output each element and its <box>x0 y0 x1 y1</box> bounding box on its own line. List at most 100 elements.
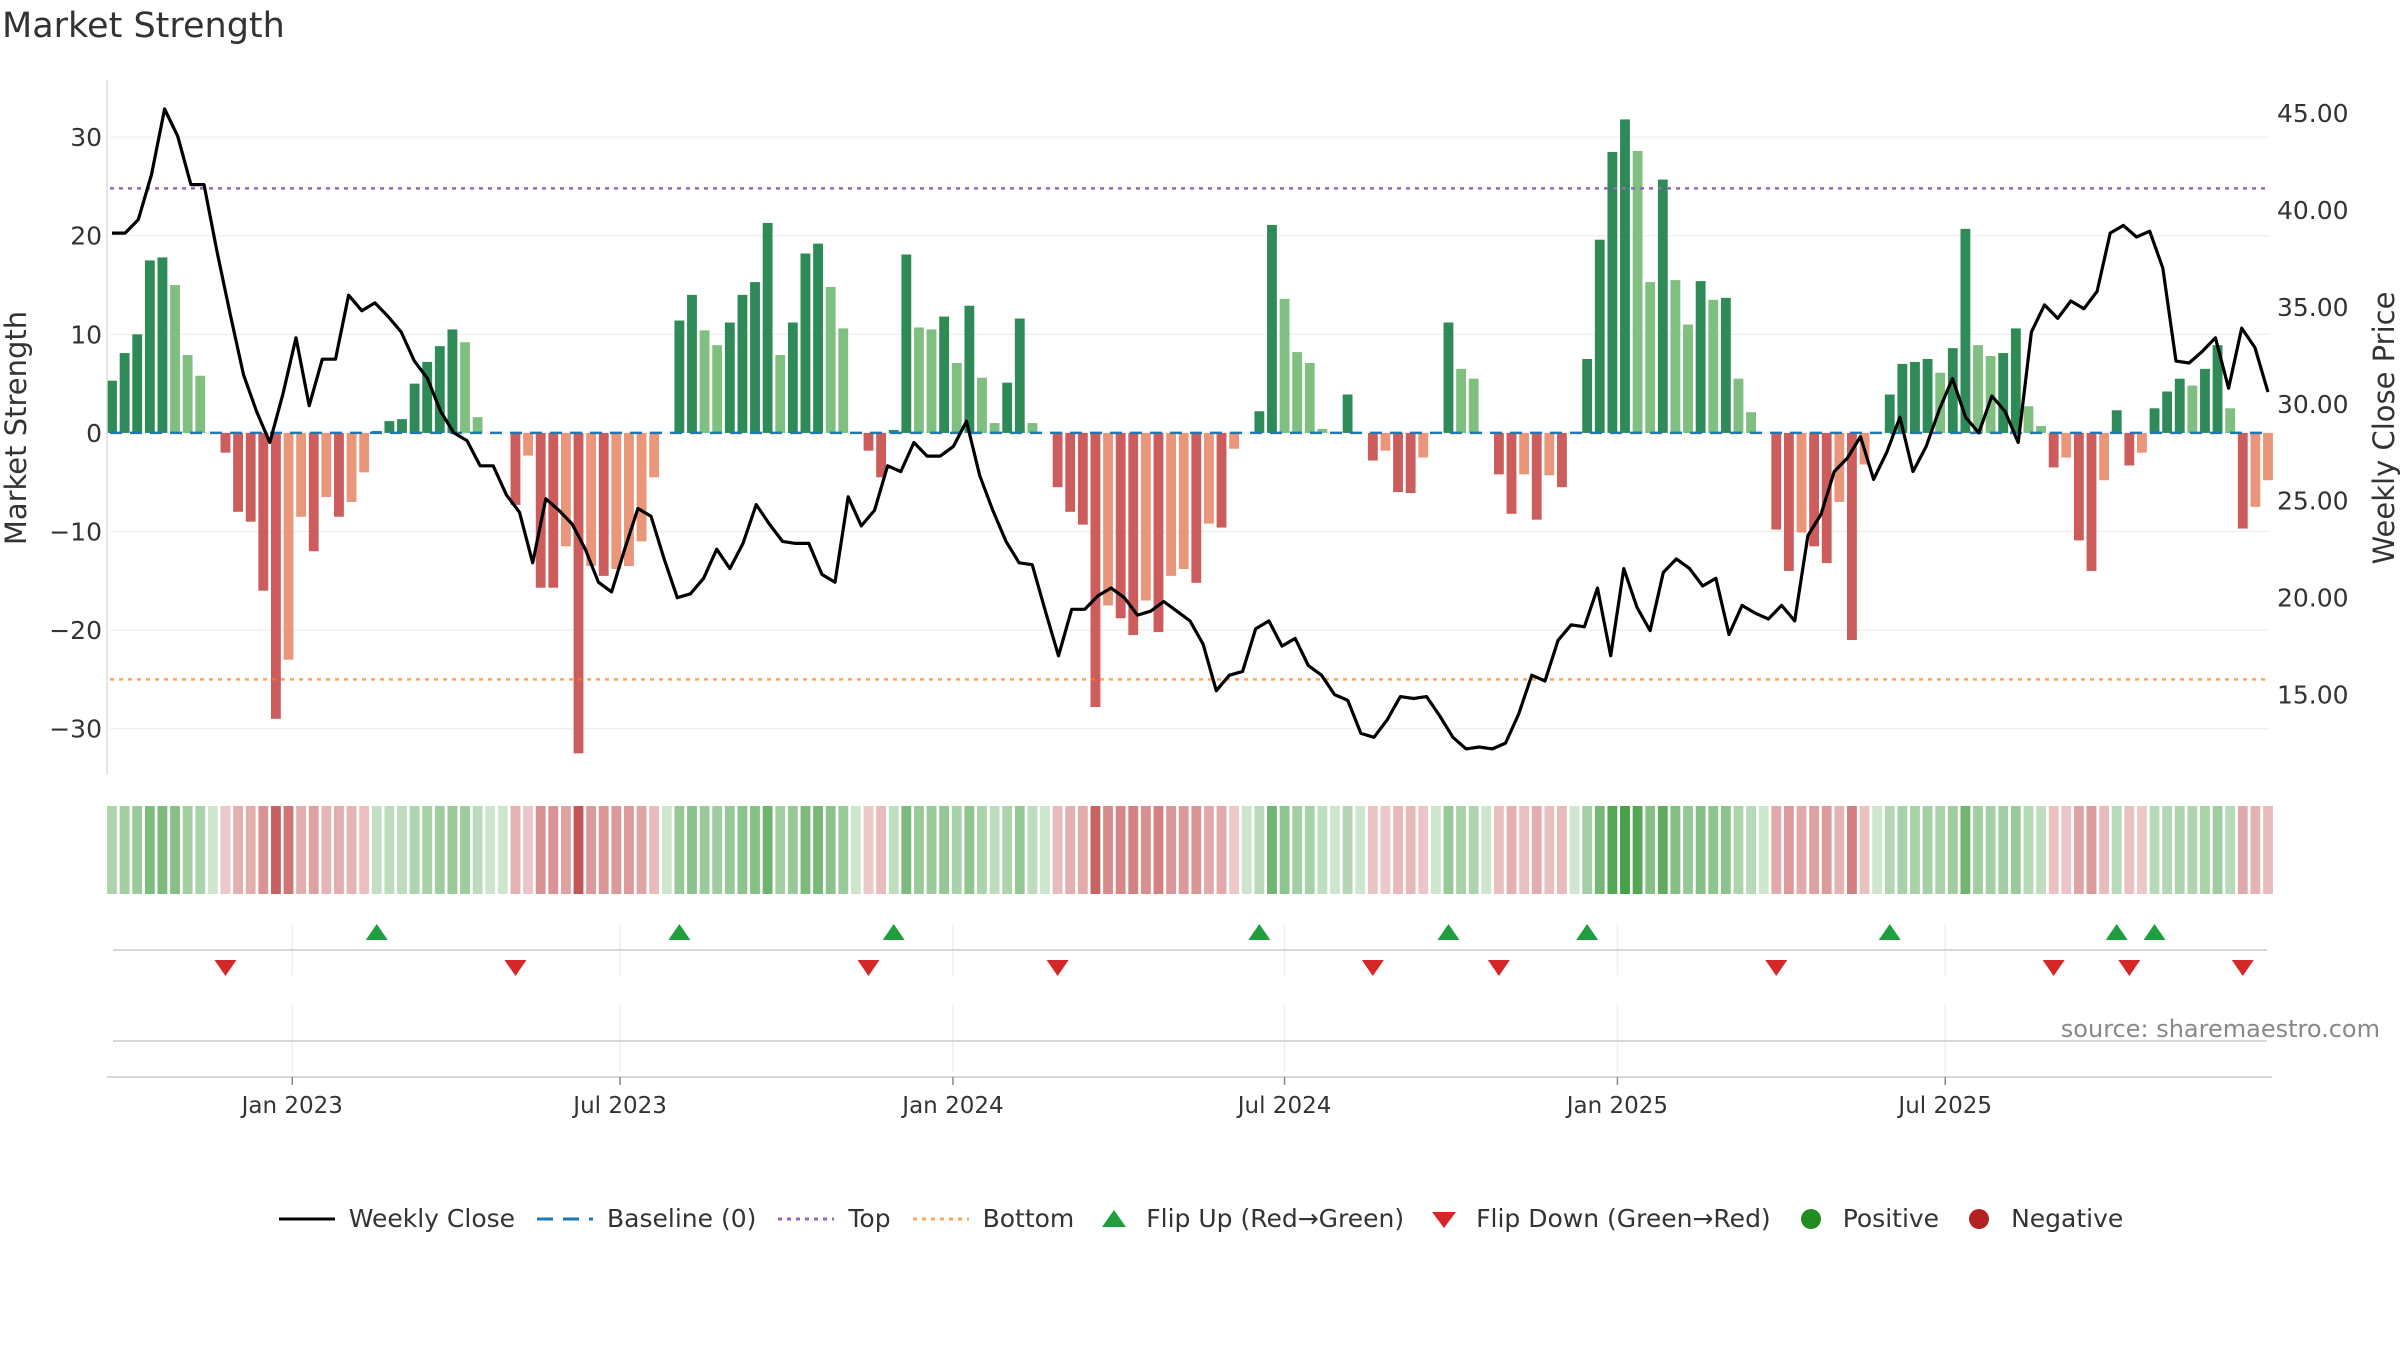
flip-down-marker <box>1487 960 1510 976</box>
strength-bar <box>1367 432 1378 461</box>
strength-bar <box>1443 322 1454 433</box>
heat-cell <box>409 806 420 894</box>
heat-cell <box>2086 806 2097 894</box>
y2-tick-label: 25.00 <box>2277 487 2349 516</box>
strength-bar <box>1342 394 1353 433</box>
strength-bar <box>2010 328 2021 433</box>
heat-cell <box>1481 806 1492 894</box>
heat-cell <box>1670 806 1681 894</box>
heat-cell <box>384 806 395 894</box>
strength-bar <box>649 432 660 478</box>
strength-bar <box>951 362 962 433</box>
heat-cell <box>901 806 912 894</box>
flip-up-marker <box>668 924 691 940</box>
heat-cell <box>359 806 370 894</box>
strength-bar <box>2263 432 2273 481</box>
heat-cell <box>195 806 206 894</box>
strength-bar <box>775 355 786 433</box>
heat-cell <box>1191 806 1202 894</box>
strength-bar <box>2137 432 2147 453</box>
heat-cell <box>611 806 622 894</box>
heat-cell <box>346 806 357 894</box>
heat-cell <box>2124 806 2135 894</box>
heat-cell <box>460 806 470 894</box>
strength-bar <box>1809 432 1820 547</box>
heat-cell <box>687 806 697 894</box>
x-tick-label: Jan 2023 <box>240 1093 343 1119</box>
strength-bar <box>926 329 937 433</box>
strength-bar <box>397 419 407 433</box>
top-line-icon <box>778 1217 835 1220</box>
heat-cell <box>422 806 433 894</box>
legend-label: Flip Up (Red→Green) <box>1146 1204 1405 1233</box>
strength-bar <box>245 432 256 522</box>
heat-cell <box>1960 806 1971 894</box>
legend: Weekly Close Baseline (0) Top Bottom Fli… <box>0 1204 2400 1233</box>
heat-cell <box>737 806 748 894</box>
strength-bar <box>2200 368 2210 433</box>
heat-cell <box>2010 806 2021 894</box>
strength-bar <box>1746 412 1756 433</box>
close-line-icon <box>278 1217 335 1220</box>
strength-bar <box>611 432 622 569</box>
heat-strip <box>107 806 2273 894</box>
heat-cell <box>1884 806 1895 894</box>
strength-bar <box>1620 119 1630 433</box>
legend-label: Top <box>848 1204 891 1233</box>
heat-cell <box>1645 806 1656 894</box>
strength-bar <box>1544 432 1555 476</box>
strength-bar <box>2124 432 2135 466</box>
legend-label: Positive <box>1842 1204 1940 1233</box>
strength-bar <box>1519 432 1530 475</box>
heat-cell <box>863 806 874 894</box>
strength-bar <box>422 361 433 433</box>
triangle-up-icon <box>1102 1209 1127 1227</box>
strength-bar <box>1960 228 1971 433</box>
strength-bar <box>1166 432 1177 576</box>
strength-bar <box>1468 378 1479 433</box>
positive-dot-icon <box>1800 1208 1821 1229</box>
heat-cell <box>1292 806 1303 894</box>
strength-bar <box>195 375 206 433</box>
x-tick-label: Jan 2024 <box>900 1093 1003 1119</box>
heat-cell <box>787 806 798 894</box>
strength-bar <box>472 417 483 433</box>
heat-cell <box>724 806 735 894</box>
heat-cell <box>1947 806 1958 894</box>
strength-bar <box>1594 239 1605 433</box>
strength-bar <box>1229 432 1240 449</box>
heat-cell <box>1683 806 1693 894</box>
strength-bar <box>359 432 370 473</box>
heat-cell <box>144 806 155 894</box>
heat-cell <box>535 806 546 894</box>
strength-bar <box>132 334 143 433</box>
strength-bar <box>1267 224 1277 433</box>
legend-item-close: Weekly Close <box>277 1204 515 1233</box>
strength-bar <box>598 432 609 576</box>
flip-down-marker <box>2231 960 2254 976</box>
strength-bar <box>346 432 357 502</box>
heat-cell <box>850 806 861 894</box>
strength-bar <box>1090 432 1101 708</box>
heat-cell <box>2061 806 2072 894</box>
legend-item-bottom: Bottom <box>911 1204 1075 1233</box>
flip-up-marker <box>1576 924 1599 940</box>
heat-cell <box>510 806 521 894</box>
heat-cell <box>1657 806 1668 894</box>
flip-down-marker <box>504 960 527 976</box>
strength-bar <box>1292 352 1303 433</box>
flip-up-marker <box>882 924 905 940</box>
strength-bar <box>762 222 773 433</box>
strength-bar <box>107 380 117 433</box>
legend-label: Bottom <box>982 1204 1075 1233</box>
strength-bar <box>170 285 180 433</box>
strength-bar <box>1153 432 1164 633</box>
heat-cell <box>1910 806 1920 894</box>
strength-bar <box>1935 372 1946 433</box>
strength-bar <box>2149 408 2160 433</box>
flip-up-marker <box>2105 924 2128 940</box>
strength-bar <box>1115 432 1126 619</box>
heat-cell <box>207 806 218 894</box>
heat-cell <box>472 806 483 894</box>
strength-bar <box>434 346 445 433</box>
